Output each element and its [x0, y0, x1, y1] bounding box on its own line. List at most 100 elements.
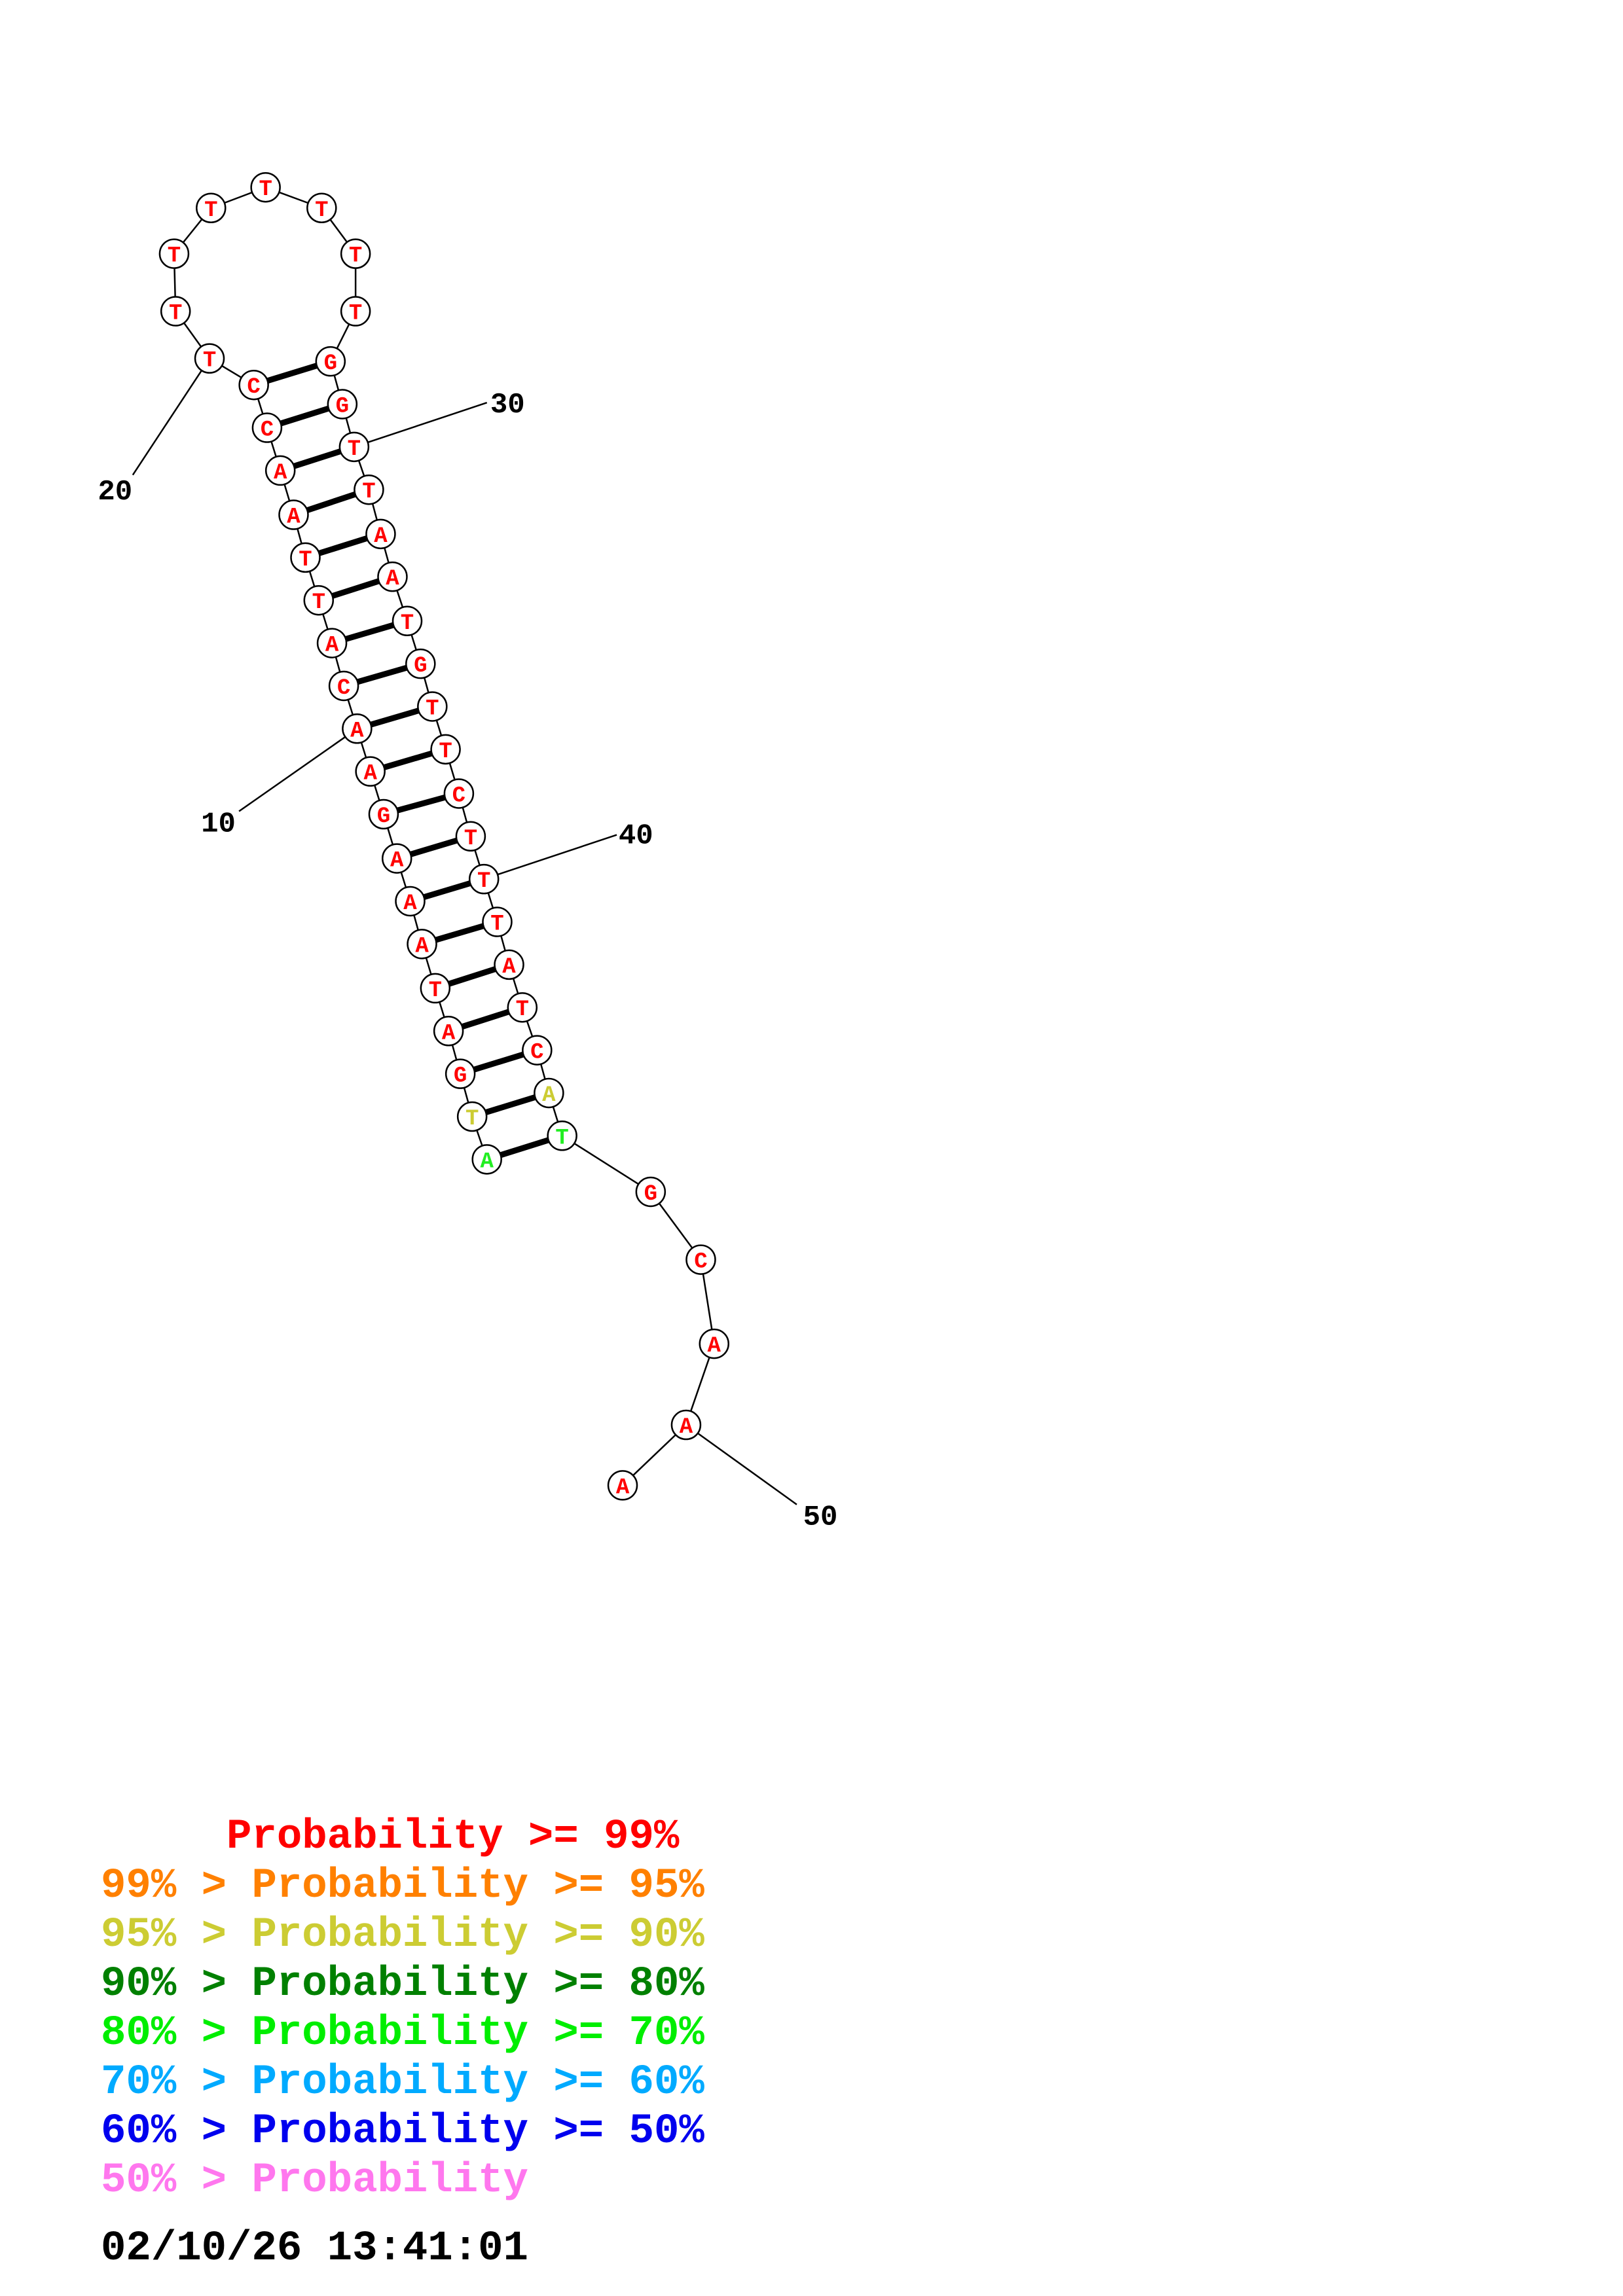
nucleotide: T	[306, 192, 337, 224]
nucleotide: A	[433, 1016, 464, 1047]
legend-row: Probability >= 99%	[101, 1814, 680, 1861]
nucleotide: T	[290, 542, 321, 573]
nucleotide: A	[365, 518, 396, 550]
nucleotide: C	[251, 412, 283, 443]
backbone-segment	[561, 1135, 651, 1193]
nucleotide-letter: A	[542, 1083, 556, 1108]
nucleotide-letter: C	[530, 1041, 543, 1066]
nucleotide-letter: T	[426, 696, 439, 721]
nucleotide-circle	[315, 346, 346, 377]
nucleotide-circle	[699, 1328, 730, 1359]
nucleotide-circle	[417, 691, 448, 722]
legend-row: 70% > Probability >= 60%	[101, 2059, 704, 2106]
nucleotide-circle	[365, 518, 396, 550]
number-label-line	[354, 402, 488, 448]
nucleotide-letter: A	[325, 634, 339, 658]
nucleotide-circle	[340, 296, 371, 327]
number-label-line	[132, 357, 211, 476]
nucleotide-letter: A	[274, 461, 287, 486]
nucleotide: T	[507, 992, 538, 1023]
nucleotide-letter: C	[247, 375, 260, 400]
nucleotide: A	[407, 929, 437, 960]
nucleotide-circle	[381, 843, 412, 874]
position-number-label: 40	[619, 819, 653, 852]
bases: ATGATAAAGAACATTAACCTTTTTTTTGGTTAATGTTCTT…	[158, 171, 730, 1501]
nucleotide: T	[250, 171, 281, 203]
nucleotide-circle	[328, 670, 359, 702]
nucleotide-letter: T	[464, 827, 477, 852]
nucleotide: T	[455, 821, 486, 852]
nucleotide-letter: C	[261, 418, 274, 443]
nucleotide-circle	[264, 455, 296, 486]
nucleotide: T	[430, 734, 461, 765]
nucleotide-letter: T	[349, 244, 362, 269]
nucleotide-circle	[670, 1409, 702, 1441]
nucleotide-circle	[368, 798, 399, 830]
nucleotide-circle	[395, 886, 426, 917]
nucleotide-circle	[507, 992, 538, 1023]
nucleotide-circle	[547, 1121, 577, 1151]
number-label-line	[238, 728, 358, 812]
nucleotide: G	[368, 798, 399, 830]
nucleotide: A	[264, 455, 296, 486]
nucleotide-circle	[456, 1101, 488, 1132]
nucleotide-circle	[340, 238, 371, 269]
nucleotide: A	[381, 843, 412, 874]
nucleotide: A	[342, 713, 373, 744]
position-number-label: 50	[803, 1501, 838, 1534]
nucleotide-letter: A	[390, 849, 404, 874]
nucleotide: A	[699, 1328, 730, 1359]
position-number-label: 30	[490, 389, 525, 422]
nucleotide: T	[338, 431, 370, 463]
nucleotide: G	[445, 1058, 476, 1089]
nucleotide-letter: T	[315, 198, 328, 223]
nucleotide: T	[456, 1101, 488, 1132]
nucleotide-letter: A	[403, 891, 417, 916]
nucleotide-letter: T	[168, 244, 181, 269]
nucleotide-letter: T	[362, 480, 375, 505]
nucleotide-circle	[327, 389, 358, 420]
nucleotide-letter: C	[337, 676, 350, 701]
nucleotide-circle	[306, 192, 337, 224]
nucleotide-circle	[405, 648, 436, 679]
nucleotide-letter: G	[414, 654, 427, 679]
position-number-label: 10	[201, 808, 236, 840]
nucleotide-letter: A	[708, 1334, 721, 1359]
nucleotide-circle	[420, 973, 451, 1004]
nucleotide-circle	[290, 542, 321, 573]
nucleotide-circle	[522, 1035, 553, 1066]
nucleotide-letter: A	[386, 567, 399, 592]
base-pair-bonds	[253, 358, 563, 1162]
nucleotide-letter: T	[348, 437, 361, 462]
nucleotide: T	[303, 584, 335, 616]
nucleotide-letter: A	[442, 1021, 456, 1046]
nucleotide-letter: T	[259, 177, 272, 202]
nucleotide-circle	[338, 431, 370, 463]
legend-row: 95% > Probability >= 90%	[101, 1912, 704, 1959]
nucleotide-letter: C	[694, 1250, 707, 1275]
legend-row: 90% > Probability >= 80%	[101, 1961, 704, 2008]
nucleotide-circle	[392, 605, 423, 637]
nucleotide-letter: G	[377, 804, 390, 829]
nucleotide: T	[468, 863, 500, 895]
nucleotide: T	[547, 1121, 577, 1151]
nucleotide-circle	[443, 778, 475, 809]
nucleotide-letter: A	[350, 719, 364, 744]
nucleotide-circle	[160, 296, 191, 327]
legend-row: 60% > Probability >= 50%	[101, 2108, 704, 2155]
nucleotide-circle	[316, 628, 348, 658]
nucleotide-letter: G	[324, 351, 337, 376]
nucleotide-letter: T	[555, 1126, 568, 1151]
nucleotide-letter: G	[454, 1064, 467, 1089]
nucleotide-letter: A	[616, 1475, 630, 1500]
nucleotide-circle	[303, 584, 335, 616]
nucleotide-circle	[355, 756, 386, 787]
nucleotide: A	[494, 949, 524, 980]
nucleotide-circle	[607, 1470, 638, 1501]
nucleotide-letter: T	[312, 590, 325, 615]
nucleotide: A	[395, 886, 426, 917]
nucleotide: T	[340, 238, 371, 269]
nucleotide-letter: T	[516, 997, 529, 1022]
nucleotide: A	[316, 628, 348, 658]
nucleotide-circle	[196, 192, 227, 224]
